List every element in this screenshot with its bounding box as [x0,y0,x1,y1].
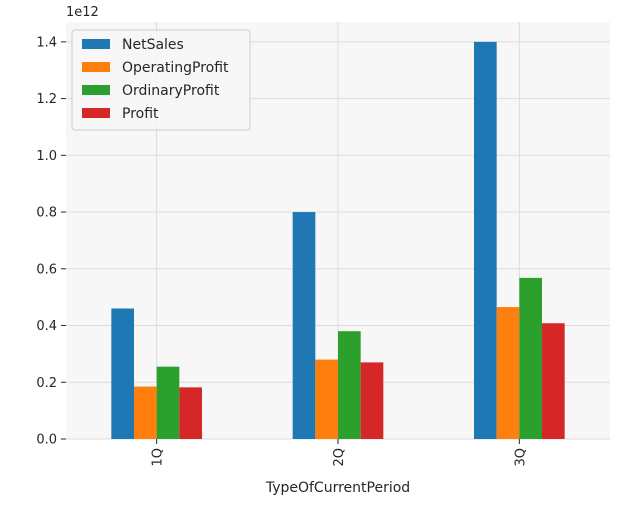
legend-box [71,29,251,131]
legend: NetSales OperatingProfit OrdinaryProfit Pro… [71,29,251,131]
bar-NetSales-1Q [111,308,134,439]
bar-Profit-3Q [542,323,565,439]
legend-swatch [82,85,110,95]
bar-OperatingProfit-2Q [315,359,338,439]
bar-OperatingProfit-3Q [496,307,520,439]
x-tick-label: 1Q [151,448,166,467]
legend-swatch [82,62,110,72]
bar-NetSales-3Q [474,41,497,439]
legend-label: OrdinaryProfit [122,83,220,99]
y-tick-label: 0.4 [36,319,57,334]
y-tick-label: 0.0 [36,433,57,448]
y-tick-label: 1.4 [36,35,57,50]
bar-OrdinaryProfit-1Q [156,366,180,439]
bar-OrdinaryProfit-2Q [338,331,361,439]
y-tick-label: 1.2 [36,92,57,107]
legend-label: Profit [122,106,159,122]
y-axis: 0.0 0.2 0.4 0.6 0.8 1.0 1.2 1.4 [36,35,66,448]
bar-OrdinaryProfit-3Q [519,277,542,439]
bar-Profit-1Q [179,387,202,439]
x-axis: 1Q 2Q 3Q [151,439,528,467]
y-tick-label: 0.6 [36,262,57,277]
y-tick-label: 0.2 [36,376,57,391]
y-offset-label: 1e12 [66,5,99,20]
y-tick-label: 0.8 [36,206,57,221]
y-tick-label: 1.0 [36,149,57,164]
bar-Profit-2Q [360,362,384,439]
bar-NetSales-2Q [292,212,316,439]
legend-label: NetSales [122,37,184,53]
legend-swatch [82,108,110,118]
bar-OperatingProfit-1Q [134,386,157,439]
bars [111,41,565,439]
legend-swatch [82,39,110,49]
x-tick-label: 3Q [513,448,528,467]
legend-label: OperatingProfit [122,60,229,76]
x-tick-label: 2Q [332,448,347,467]
x-axis-label: TypeOfCurrentPeriod [265,480,410,496]
